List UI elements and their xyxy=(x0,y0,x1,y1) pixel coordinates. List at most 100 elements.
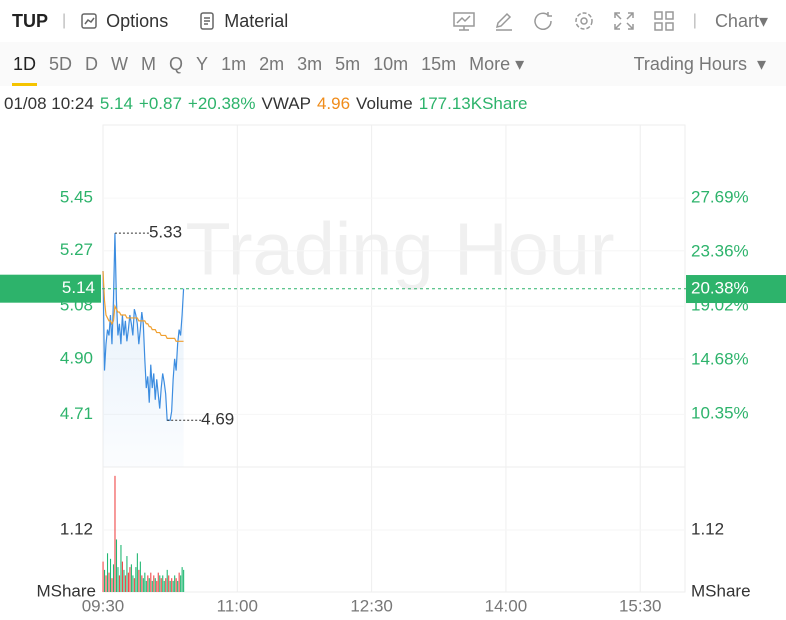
volume-bar xyxy=(126,556,128,592)
period-button[interactable]: 1D xyxy=(11,46,38,86)
period-button[interactable]: 5m xyxy=(335,53,361,74)
x-tick-label: 09:30 xyxy=(82,596,125,615)
session-select[interactable]: Trading Hours ▾ xyxy=(633,53,766,74)
annotation-label: 5.33 xyxy=(149,223,182,242)
annotation-label: 4.69 xyxy=(201,410,234,429)
y2-tick-label: 10.35% xyxy=(691,403,749,422)
quote-price: 5.14 xyxy=(99,94,133,113)
volume-bar xyxy=(118,575,121,592)
y-tick-label: 5.08 xyxy=(60,296,93,315)
y-tick-label: 4.90 xyxy=(60,348,93,367)
icon xyxy=(200,12,214,30)
period-button[interactable]: More ▾ xyxy=(469,53,525,74)
y-tick-label: 5.45 xyxy=(60,188,93,207)
x-tick-label: 12:30 xyxy=(350,596,393,615)
volume-bar xyxy=(144,572,146,592)
volume-bar xyxy=(178,572,180,592)
volume-bar xyxy=(165,578,167,592)
icon[interactable] xyxy=(493,11,515,31)
volume-bar xyxy=(136,553,138,592)
period-button[interactable]: 2m xyxy=(259,53,285,74)
last-pct-badge xyxy=(686,275,786,304)
tab-label: Material xyxy=(224,10,289,31)
tab[interactable]: Options xyxy=(80,11,168,32)
volume-bar xyxy=(123,569,125,592)
volume-bar xyxy=(117,567,119,592)
volume-bar xyxy=(124,575,126,592)
volume-bar xyxy=(166,569,168,592)
y2-tick-label: 14.68% xyxy=(691,350,749,369)
tool-icons: | Chart▾ xyxy=(453,11,786,32)
volume-bar xyxy=(154,578,156,592)
volume-bar xyxy=(142,578,144,592)
volume-bar xyxy=(157,572,159,592)
y2-tick-label: 19.02% xyxy=(691,295,749,314)
volume-bar xyxy=(115,539,118,592)
volume-bar xyxy=(130,564,132,592)
volume-bar xyxy=(114,475,116,592)
volume-bar xyxy=(156,580,158,592)
volume-bar xyxy=(169,580,171,592)
volume-bar xyxy=(153,575,155,592)
period-button[interactable]: Y xyxy=(196,53,209,74)
volume-bar xyxy=(181,567,183,592)
period-button[interactable]: W xyxy=(111,53,129,74)
period-button[interactable]: 3m xyxy=(297,53,323,74)
volume-bar xyxy=(103,569,106,592)
toolbar: TUP | Options Material | Chart▾ xyxy=(0,0,786,42)
period-button[interactable]: 5D xyxy=(49,53,73,74)
quote-line: 01/08 10:24 5.14 +0.87 +20.38% VWAP 4.96… xyxy=(0,86,786,122)
icon[interactable] xyxy=(453,11,475,31)
volume-bar xyxy=(162,575,164,592)
vwap-line xyxy=(102,271,184,342)
volume-bar xyxy=(135,567,137,592)
volume-bar xyxy=(108,572,110,592)
volume-bar xyxy=(129,567,131,592)
volume-bar xyxy=(127,572,129,592)
price-line xyxy=(102,233,185,421)
plot-frame xyxy=(102,124,686,593)
tab[interactable]: Material xyxy=(198,11,288,32)
quote-change: +0.87 xyxy=(138,94,182,113)
volume-bar xyxy=(177,580,179,592)
icon[interactable] xyxy=(533,11,555,31)
vwap-value: 4.96 xyxy=(316,94,351,113)
unit-label: MShare xyxy=(691,581,751,600)
session-label: Trading Hours xyxy=(633,53,747,74)
volume-bar xyxy=(120,544,122,592)
volume-bar xyxy=(160,578,162,592)
watermark: Trading Hour xyxy=(185,208,614,291)
icon[interactable] xyxy=(653,11,675,31)
period-button[interactable]: Q xyxy=(169,53,184,74)
icon[interactable] xyxy=(613,11,635,31)
volume-bar xyxy=(175,578,177,592)
divider: | xyxy=(692,12,697,29)
icon[interactable] xyxy=(573,11,595,31)
volume-value: 177.13KShare xyxy=(418,94,528,113)
period-button[interactable]: 15m xyxy=(421,53,457,74)
volume-bar xyxy=(174,575,176,592)
period-button[interactable]: M xyxy=(141,53,157,74)
volume-bar xyxy=(171,578,173,592)
volume-bar xyxy=(183,569,185,592)
volume-bar xyxy=(138,569,140,592)
volume-bar xyxy=(139,561,141,592)
y-tick-label: 5.27 xyxy=(60,240,93,259)
y-tick-label: 1.12 xyxy=(60,520,93,539)
x-tick-label: 15:30 xyxy=(619,596,662,615)
last-pct-label: 20.38% xyxy=(691,279,749,298)
period-button[interactable]: 1m xyxy=(221,53,247,74)
volume-bar xyxy=(150,572,152,592)
period-button[interactable]: D xyxy=(85,53,99,74)
period-button[interactable]: 10m xyxy=(373,53,409,74)
y-tick-label: 4.71 xyxy=(60,404,93,423)
volume-bar xyxy=(112,564,115,592)
chart-menu[interactable]: Chart▾ xyxy=(714,10,768,31)
divider: | xyxy=(62,12,67,29)
y2-tick-label: 1.12 xyxy=(691,520,724,539)
volume-bar xyxy=(141,575,143,592)
volume-bar xyxy=(145,580,147,592)
volume-bar xyxy=(132,575,134,592)
unit-label: MShare xyxy=(36,581,96,600)
